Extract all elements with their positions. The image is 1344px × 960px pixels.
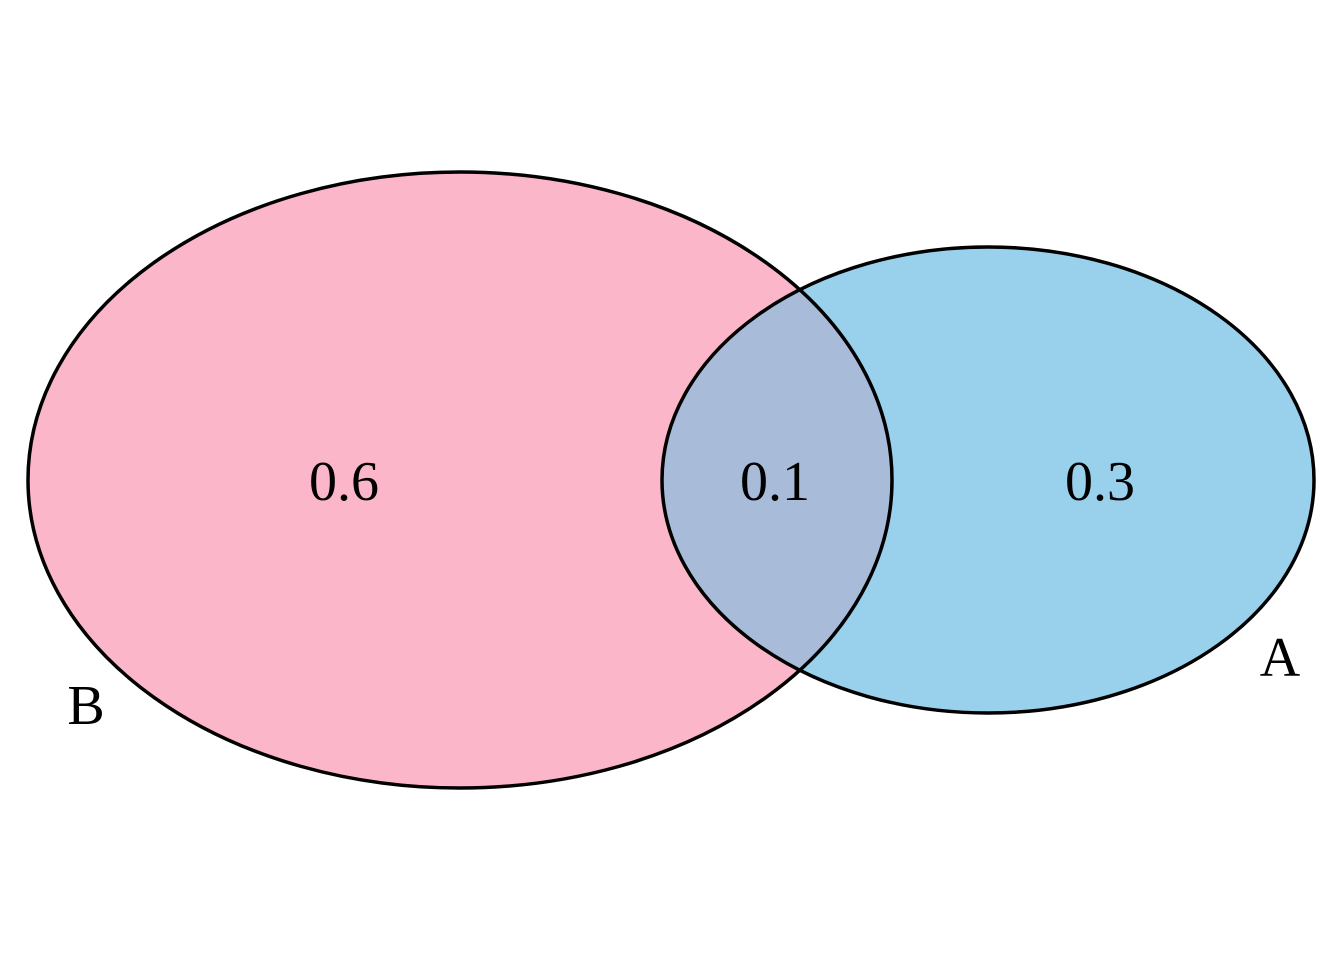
intersection-value: 0.1 bbox=[740, 451, 810, 513]
set-a-outline bbox=[660, 245, 1316, 715]
set-a-only-value: 0.3 bbox=[1065, 451, 1135, 513]
set-a-label: A bbox=[1260, 627, 1301, 689]
set-b-label: B bbox=[67, 675, 104, 737]
intersection-region bbox=[662, 247, 892, 713]
set-b-ellipse bbox=[28, 172, 892, 788]
set-b-outline bbox=[26, 170, 894, 790]
set-b-only-value: 0.6 bbox=[309, 451, 379, 513]
